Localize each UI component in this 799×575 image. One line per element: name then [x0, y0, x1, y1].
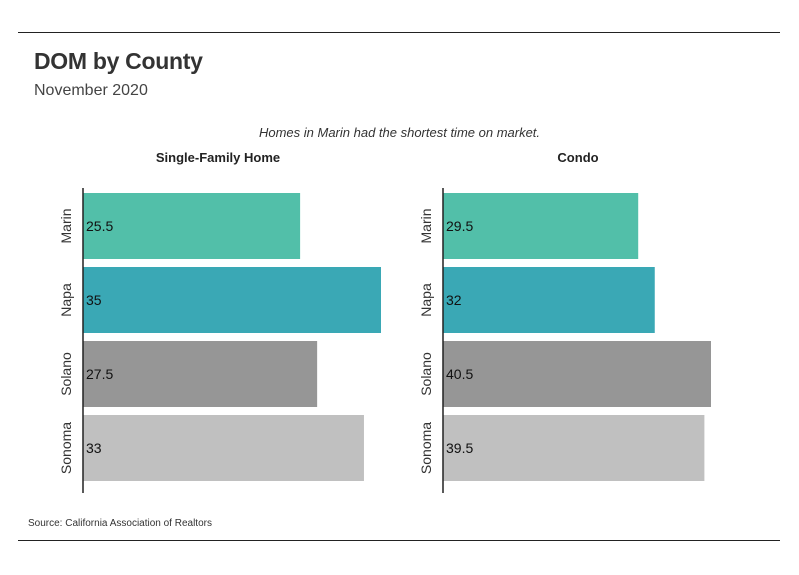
data-label: 35 [86, 292, 102, 308]
source-note: Source: California Association of Realto… [28, 518, 212, 529]
panel-single-family-home: Single-Family Home 25.5 Marin 35 Napa 27.5 Sol… [58, 150, 381, 493]
data-label: 39.5 [446, 440, 473, 456]
bar-napa [443, 267, 655, 333]
category-label: Marin [58, 208, 74, 243]
panel-title: Condo [557, 150, 598, 165]
panel-condo: Condo 29.5 Marin 32 Napa 40.5 Solano 39.5 Sonoma [418, 150, 711, 493]
data-label: 33 [86, 440, 102, 456]
category-label: Marin [418, 208, 434, 243]
category-label: Napa [418, 283, 434, 317]
bar-marin [83, 193, 301, 259]
chart-title: DOM by County [34, 48, 203, 74]
chart-subtitle: November 2020 [34, 82, 148, 99]
top-rule [18, 32, 780, 33]
category-label: Sonoma [418, 422, 434, 474]
bar-napa [83, 267, 381, 333]
bar-sonoma [443, 415, 705, 481]
bar-solano [443, 341, 711, 407]
bottom-rule [18, 540, 780, 541]
category-label: Solano [58, 352, 74, 396]
category-label: Napa [58, 283, 74, 317]
data-label: 25.5 [86, 218, 113, 234]
category-label: Solano [418, 352, 434, 396]
bar-solano [83, 341, 318, 407]
data-label: 40.5 [446, 366, 473, 382]
bar-marin [443, 193, 639, 259]
data-label: 27.5 [86, 366, 113, 382]
data-label: 29.5 [446, 218, 473, 234]
data-label: 32 [446, 292, 462, 308]
chart-annotation: Homes in Marin had the shortest time on … [258, 125, 541, 140]
panel-title: Single-Family Home [156, 150, 280, 165]
bar-sonoma [83, 415, 364, 481]
category-label: Sonoma [58, 422, 74, 474]
